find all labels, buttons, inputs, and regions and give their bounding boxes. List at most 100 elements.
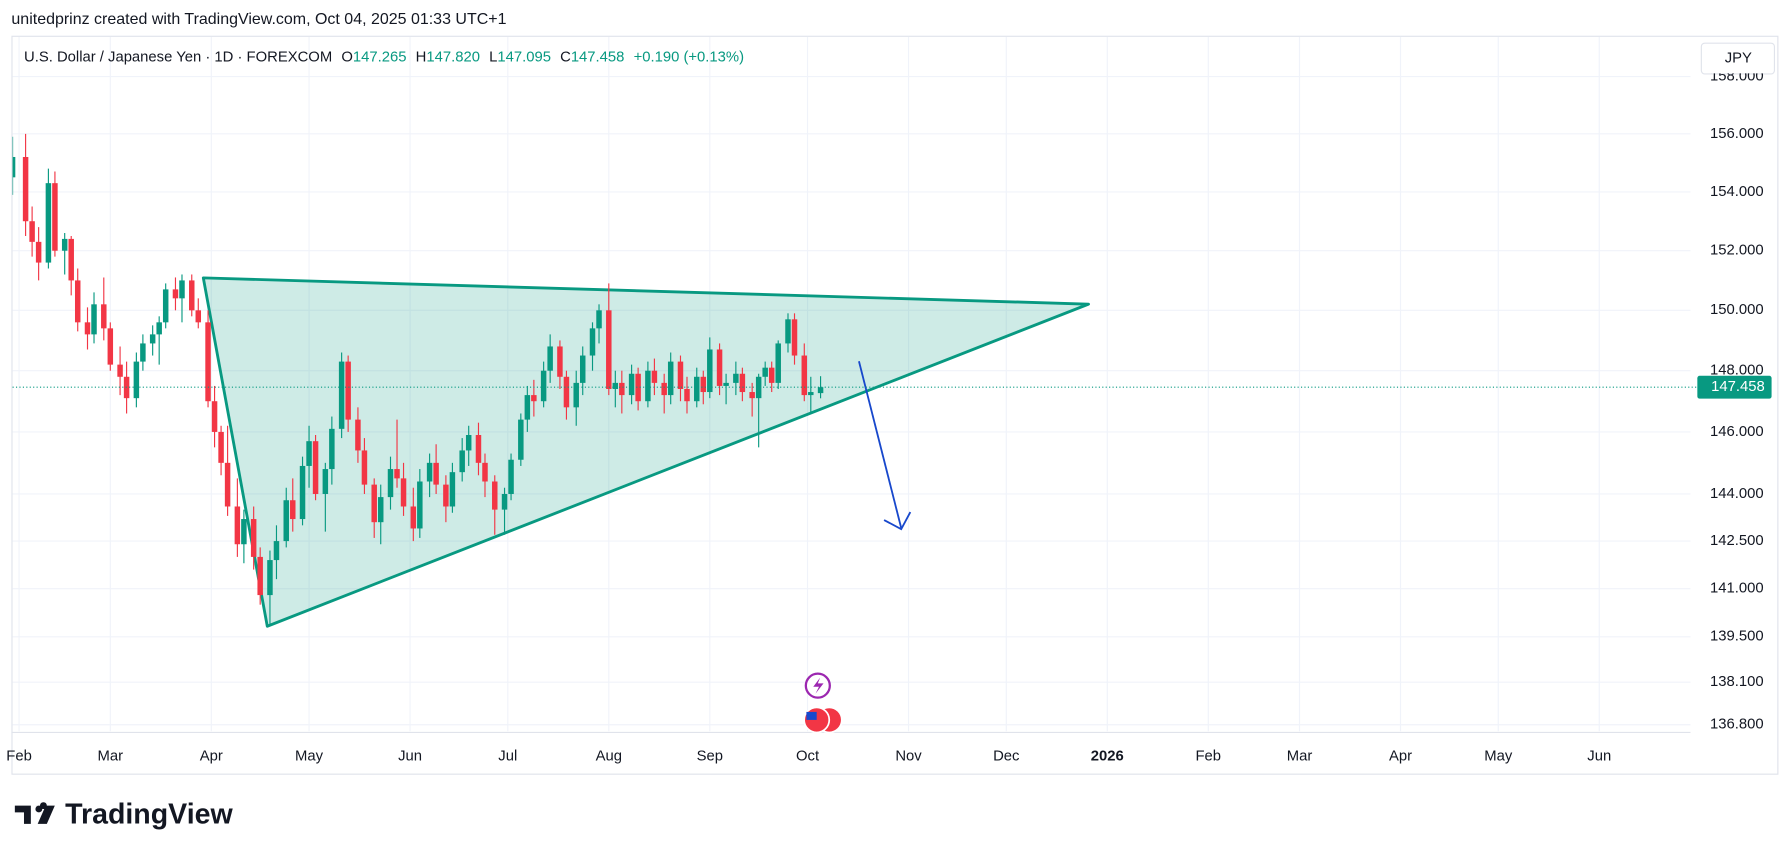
candle-body: [606, 310, 612, 389]
candle-body: [723, 382, 729, 386]
y-tick-label: 138.100: [1710, 674, 1764, 690]
x-tick-label: Aug: [596, 748, 622, 764]
currency: JPY: [1725, 50, 1752, 66]
y-tick-label: 136.800: [1710, 717, 1764, 733]
candle-body: [755, 376, 762, 399]
candle-body: [707, 349, 713, 393]
x-tick-label: Jun: [398, 748, 422, 764]
candle-body: [531, 395, 537, 402]
candle-body: [410, 506, 417, 529]
y-tick-label: 142.500: [1710, 533, 1764, 549]
candle-body: [84, 322, 91, 335]
candle-body: [355, 419, 361, 451]
legend-item: +0.190 (+0.13%): [634, 49, 745, 65]
x-tick-label: Sep: [697, 748, 723, 764]
x-tick-label: Mar: [98, 748, 124, 764]
y-tick-label: 148.000: [1710, 363, 1764, 379]
candle-body: [387, 469, 394, 498]
y-tick-label: 156.000: [1710, 126, 1764, 142]
legend-item: L: [489, 49, 497, 65]
candle-body: [322, 469, 329, 494]
candle-body: [162, 289, 169, 323]
candle-body: [524, 395, 531, 420]
x-tick-label: Apr: [1389, 748, 1412, 764]
candle-body: [596, 310, 602, 329]
y-tick-label: 144.000: [1710, 486, 1764, 502]
arrow-shaft: [858, 361, 903, 529]
candle-body: [465, 435, 472, 451]
candle-body: [195, 310, 202, 323]
candle-body: [12, 156, 16, 178]
candle-body: [768, 367, 775, 383]
credit: unitedprinz created with TradingView.com…: [11, 11, 506, 28]
y-tick-label: 158.000: [1710, 68, 1764, 84]
candle-body: [273, 541, 280, 561]
candle-body: [557, 346, 563, 377]
candle-body: [299, 465, 306, 520]
legend-item: U.S. Dollar / Japanese Yen · 1D · FOREXC…: [24, 49, 332, 65]
candle-body: [91, 304, 97, 335]
candle-body: [619, 382, 625, 396]
candle-body: [74, 280, 81, 323]
candle-body: [218, 431, 224, 463]
candle-body: [241, 519, 247, 545]
x-tick-label: Jun: [1587, 748, 1611, 764]
candle-body: [426, 462, 433, 482]
candle-body: [61, 238, 68, 251]
y-tick-label: 152.000: [1710, 243, 1764, 259]
legend-item: C: [560, 49, 571, 65]
y-tick-label: 141.000: [1710, 581, 1764, 597]
candle-body: [52, 183, 58, 251]
candle-body: [22, 156, 29, 222]
x-tick-label: 2026: [1091, 748, 1124, 764]
candle-body: [808, 392, 814, 396]
legend: U.S. Dollar / Japanese Yen · 1D · FOREXC…: [24, 49, 744, 65]
candle-body: [739, 373, 746, 393]
candle-body: [234, 506, 241, 545]
candle-body: [749, 392, 755, 399]
candle-body: [501, 493, 508, 510]
candle-body: [791, 319, 798, 356]
candle-body: [684, 388, 690, 402]
candle-body: [257, 556, 263, 596]
candle-body: [443, 484, 449, 507]
candle-body: [475, 435, 482, 463]
event-bolt: [813, 677, 824, 694]
candle-body: [589, 328, 596, 356]
candle-body: [635, 373, 641, 402]
flag-canton: [806, 711, 817, 720]
y-tick-label: 150.000: [1710, 302, 1764, 318]
candle-body: [628, 373, 635, 396]
candle-body: [449, 472, 456, 507]
x-tick-label: Feb: [1196, 748, 1222, 764]
candle-body: [361, 450, 368, 485]
candle-body: [133, 361, 140, 399]
x-tick-label: Feb: [6, 748, 32, 764]
candle-body: [283, 500, 289, 542]
candle-body: [661, 382, 667, 396]
candle-body: [667, 361, 674, 396]
legend-item: 147.095: [497, 49, 551, 65]
last-price-label: 147.458: [1711, 379, 1765, 395]
legend-item: O: [341, 49, 353, 65]
candle-body: [267, 560, 273, 596]
candle-body: [612, 382, 619, 389]
candle-body: [205, 322, 211, 402]
pane-frame: [11, 35, 1779, 775]
candle-body: [29, 221, 35, 242]
candle-body: [149, 334, 156, 344]
candle-body: [700, 376, 707, 393]
candle-body: [68, 238, 74, 281]
candle-body: [250, 519, 257, 557]
candle-body: [492, 481, 498, 510]
candle-body: [540, 370, 547, 402]
candle-body: [140, 343, 146, 362]
flag-icon[interactable]: [803, 706, 831, 734]
candle-body: [518, 419, 524, 460]
candle-body: [172, 289, 179, 299]
currency-button[interactable]: [1700, 42, 1776, 75]
candle-body: [482, 462, 488, 482]
candle-body: [329, 428, 335, 470]
